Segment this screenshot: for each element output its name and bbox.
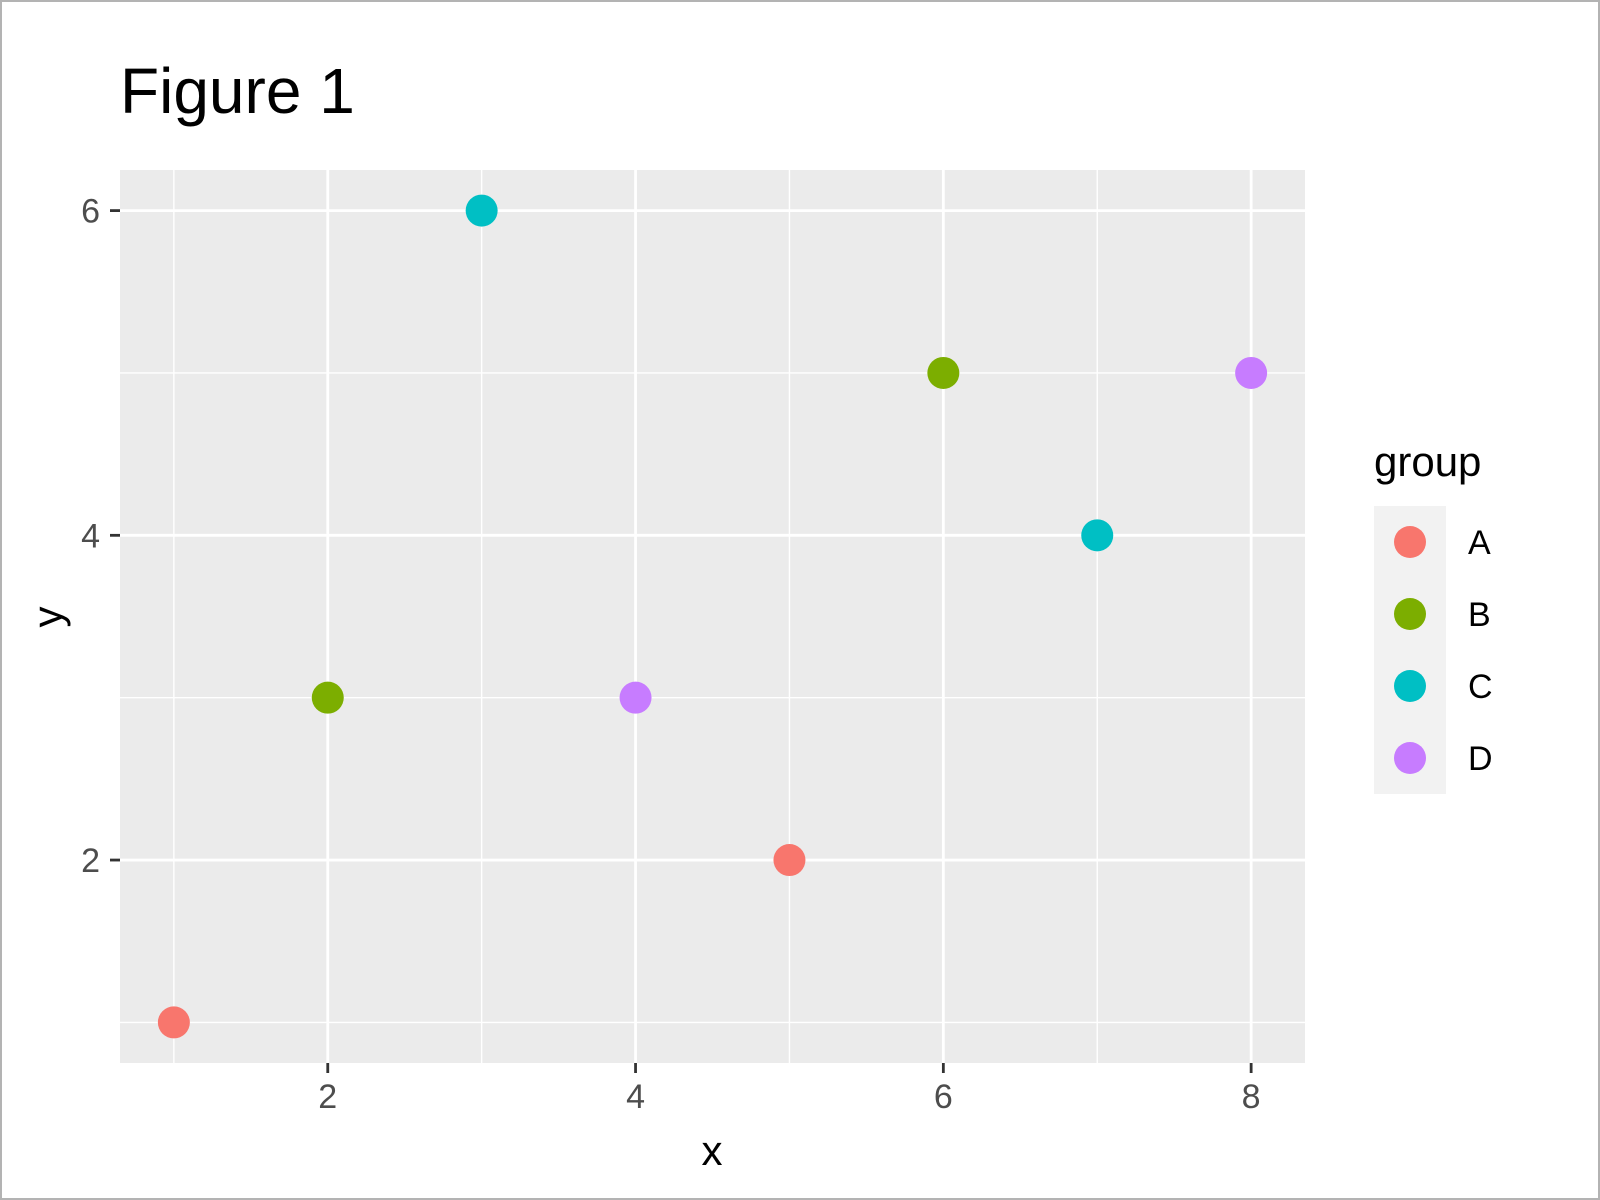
x-tick-label: 6 (934, 1078, 953, 1116)
legend-label-a: A (1468, 524, 1491, 562)
data-point-c (1081, 519, 1114, 552)
data-point-a (157, 1006, 190, 1039)
legend-label-c: C (1468, 668, 1493, 706)
major-gridlines (120, 170, 1305, 1063)
legend-label-b: B (1468, 596, 1491, 634)
y-tick-label: 6 (81, 193, 100, 231)
x-tick-label: 8 (1242, 1078, 1261, 1116)
legend-key-d (1394, 742, 1426, 774)
data-point-d (1235, 356, 1268, 389)
data-point-a (773, 844, 806, 877)
y-tick-label: 2 (81, 842, 100, 880)
y-axis-title: y (24, 607, 71, 628)
data-point-b (311, 681, 344, 714)
y-axis: 2 4 6 (81, 193, 120, 880)
plot-panel (120, 170, 1305, 1063)
data-point-d (619, 681, 652, 714)
data-point-c (465, 194, 498, 227)
data-point-b (927, 356, 960, 389)
legend-label-d: D (1468, 740, 1493, 778)
x-axis: 2 4 6 8 (318, 1063, 1261, 1116)
legend-key-b (1394, 598, 1426, 630)
x-tick-label: 2 (318, 1078, 337, 1116)
legend-key-c (1394, 670, 1426, 702)
legend-key-a (1394, 526, 1426, 558)
y-tick-label: 4 (81, 517, 100, 555)
chart-title: Figure 1 (120, 55, 355, 127)
data-points (157, 194, 1268, 1039)
x-tick-label: 4 (626, 1078, 645, 1116)
minor-gridlines (120, 170, 1305, 1063)
x-axis-title: x (702, 1127, 723, 1174)
legend-title: group (1374, 438, 1481, 485)
